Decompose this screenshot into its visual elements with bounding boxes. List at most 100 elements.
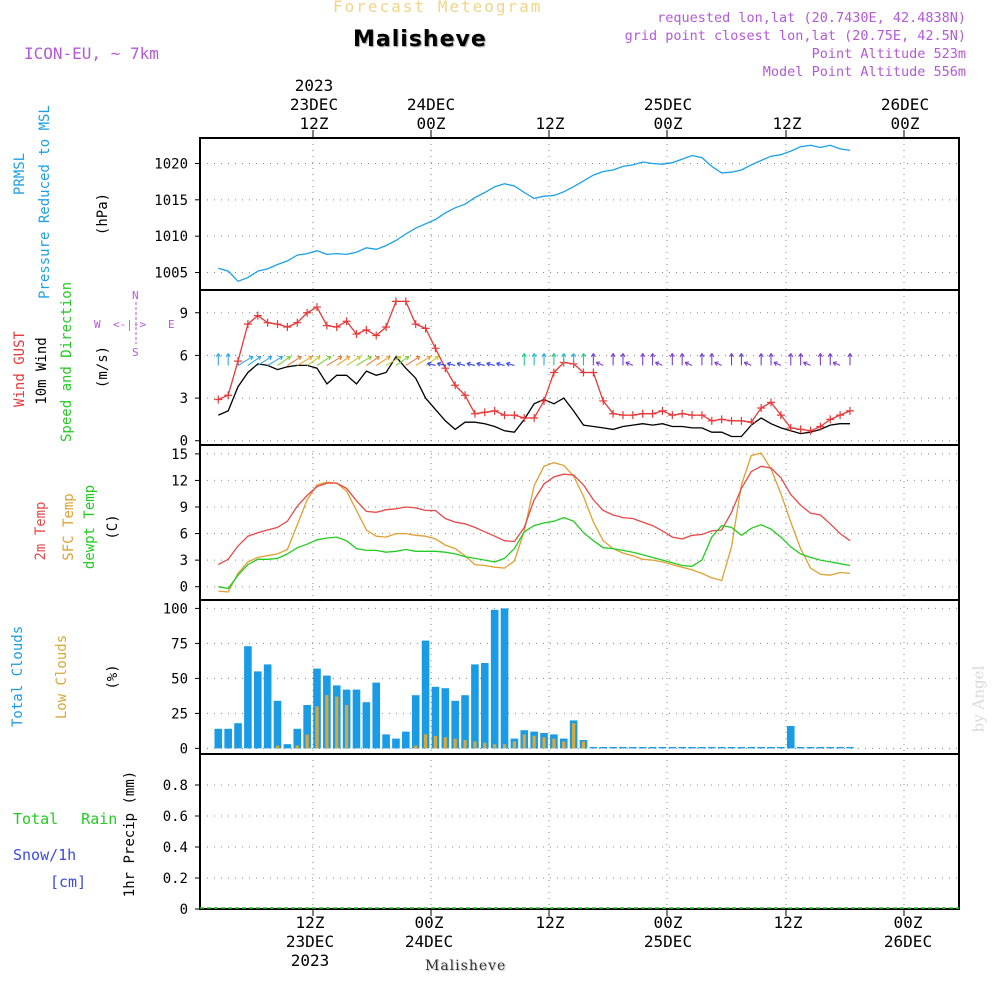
low-cloud-bar bbox=[414, 745, 418, 749]
gust-marker bbox=[806, 426, 815, 435]
wind-arrow-head bbox=[506, 361, 511, 367]
top-axis-hour: 00Z bbox=[890, 114, 920, 133]
y-tick-label: 25 bbox=[171, 706, 188, 722]
total-cloud-bar bbox=[234, 723, 242, 749]
low-cloud-bar bbox=[562, 741, 566, 749]
wind-arrow-head bbox=[466, 361, 471, 367]
wind-arrow-head bbox=[415, 355, 421, 361]
wind-direction-arrow bbox=[346, 355, 361, 366]
gust-marker bbox=[224, 391, 233, 400]
wind-direction-arrow bbox=[296, 355, 313, 366]
gust-marker bbox=[283, 322, 292, 331]
gust-marker bbox=[845, 406, 854, 415]
gust-marker bbox=[786, 423, 795, 432]
wind-arrow-head bbox=[832, 361, 838, 366]
dewpt-line bbox=[218, 516, 851, 590]
wind-arrow-head bbox=[496, 361, 501, 367]
gust-marker bbox=[658, 406, 667, 415]
y-tick-label: 0 bbox=[180, 580, 188, 596]
y-tick-label: 100 bbox=[163, 601, 188, 617]
wind-arrow-head bbox=[367, 355, 372, 361]
total-cloud-bar bbox=[629, 747, 637, 749]
wind-direction-arrow bbox=[237, 355, 254, 366]
total-cloud-bar bbox=[826, 747, 835, 749]
gust-marker bbox=[717, 415, 726, 424]
total-cloud-bar bbox=[490, 609, 499, 749]
total-cloud-bar bbox=[708, 747, 716, 749]
gust-marker bbox=[530, 413, 539, 422]
wind-arrow-head bbox=[426, 355, 432, 361]
gust-marker bbox=[372, 331, 381, 340]
gust-marker bbox=[757, 404, 766, 413]
total-cloud-bar bbox=[421, 640, 430, 749]
sfc-temp-line bbox=[218, 452, 851, 593]
gust-marker bbox=[234, 357, 243, 366]
gust-marker bbox=[421, 324, 430, 333]
gust-marker bbox=[303, 308, 312, 317]
wind-direction-arrow bbox=[385, 355, 402, 366]
wind-arrow-head bbox=[595, 361, 601, 366]
y-tick-label: 6 bbox=[180, 527, 188, 543]
y-tick-label: 0 bbox=[180, 902, 188, 918]
gust-marker bbox=[540, 396, 549, 405]
wind-arrow-head bbox=[345, 355, 351, 361]
total-cloud-bar bbox=[293, 728, 302, 749]
gust-marker bbox=[510, 411, 519, 420]
wind-arrow-head bbox=[531, 353, 537, 358]
wind-direction-arrow bbox=[405, 355, 421, 366]
top-axis-label: 26DEC 00Z bbox=[865, 95, 945, 133]
total-cloud-bar bbox=[668, 747, 677, 749]
gust-marker bbox=[618, 411, 627, 420]
total-cloud-bar bbox=[717, 747, 726, 749]
total-cloud-bar bbox=[757, 747, 765, 749]
top-axis-label: 12Z bbox=[747, 114, 827, 133]
model-label: ICON-EU, ~ 7km bbox=[24, 44, 159, 63]
total-cloud-bar bbox=[480, 663, 489, 749]
wind-arrow-head bbox=[655, 361, 660, 366]
bottom-axis-label: 00Z 24DEC bbox=[389, 913, 469, 951]
wind-direction-arrow bbox=[336, 355, 351, 366]
wind-arrow-head bbox=[316, 355, 321, 361]
wind-arrow-head bbox=[446, 361, 452, 367]
gust-marker bbox=[648, 409, 657, 418]
gust-marker bbox=[520, 413, 529, 422]
low-cloud-bar bbox=[305, 734, 309, 749]
wind-arrow-head bbox=[650, 353, 656, 358]
gust-marker bbox=[816, 422, 825, 431]
bottom-axis-hour: 00Z bbox=[653, 913, 683, 932]
y-tick-label: 12 bbox=[171, 473, 188, 489]
wind-direction-arrow bbox=[684, 361, 693, 366]
bottom-axis-label: 00Z 26DEC bbox=[868, 913, 948, 951]
gust-marker bbox=[579, 368, 588, 377]
total-cloud-bar bbox=[214, 728, 223, 749]
wind10-line bbox=[218, 355, 850, 438]
gust-marker bbox=[243, 320, 252, 329]
y-tick-label: 3 bbox=[180, 553, 188, 569]
wind-arrow-head bbox=[758, 353, 764, 358]
wind-arrow-head bbox=[456, 361, 462, 367]
gust-marker bbox=[362, 325, 371, 334]
bottom-axis-day: 23DEC bbox=[285, 932, 335, 951]
low-cloud-bar bbox=[335, 696, 339, 749]
wind-direction-arrow bbox=[625, 361, 634, 366]
bottom-axis-day: 25DEC bbox=[643, 932, 693, 951]
top-axis-label: 2023 23DEC 12Z bbox=[274, 76, 354, 133]
compass-east: E bbox=[168, 318, 175, 331]
y-tick-label: 0.4 bbox=[163, 840, 188, 856]
total-cloud-bar bbox=[638, 747, 647, 749]
compass-arrows: <-|-> bbox=[113, 318, 147, 331]
total-cloud-bar bbox=[589, 747, 598, 749]
bottom-axis-hour: 12Z bbox=[535, 913, 565, 932]
total-cloud-bar bbox=[461, 695, 469, 749]
gust-marker bbox=[352, 330, 361, 339]
total-cloud-bar bbox=[283, 744, 292, 749]
total-cloud-bar bbox=[352, 689, 361, 749]
wind-direction-arrow bbox=[326, 355, 343, 366]
low-cloud-bar bbox=[522, 734, 526, 749]
panel-frame bbox=[199, 753, 960, 910]
gust-marker bbox=[313, 303, 321, 312]
low-cloud-bar bbox=[423, 734, 428, 749]
bottom-axis-day: 26DEC bbox=[883, 932, 933, 951]
requested-coordinates: requested lon,lat (20.7430E, 42.4838N) bbox=[657, 10, 966, 26]
gust-marker bbox=[599, 396, 608, 405]
